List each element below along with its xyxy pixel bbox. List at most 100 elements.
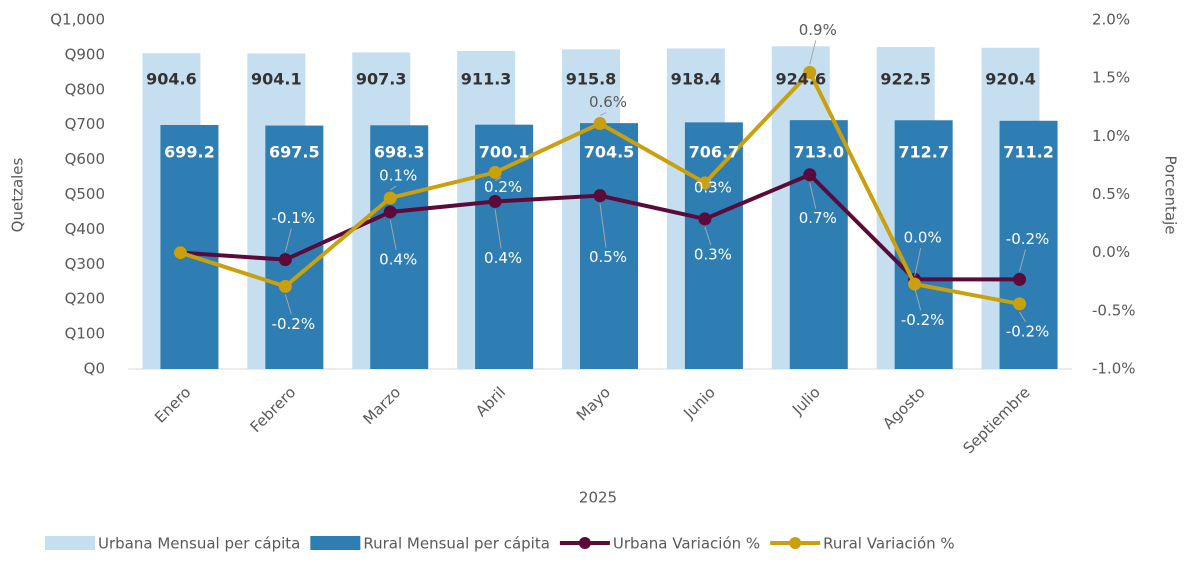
line-label: -0.2% (901, 311, 945, 329)
line-label: 0.5% (589, 248, 627, 266)
line-label: 0.4% (484, 249, 522, 267)
y-tick-label: Q100 (65, 325, 105, 343)
line-label: 0.2% (484, 178, 522, 196)
y2-tick-label: 1.0% (1092, 127, 1130, 145)
point (593, 189, 607, 203)
point (593, 117, 607, 131)
bar-label: 904.6 (146, 70, 197, 89)
y-tick-label: Q700 (65, 115, 105, 133)
bar-label: 699.2 (164, 143, 215, 162)
point (698, 176, 712, 190)
legend-swatch (789, 537, 802, 549)
line-label: 0.1% (379, 166, 417, 184)
bar (580, 123, 638, 369)
x-tick-label: Mayo (573, 383, 614, 424)
y-tick-label: Q200 (65, 290, 105, 308)
point (908, 277, 922, 291)
x-tick-label: Marzo (359, 383, 404, 428)
line-label: 0.7% (799, 209, 837, 227)
line-label: 0.6% (589, 93, 627, 111)
point (278, 253, 292, 267)
x-tick-label: Julio (788, 383, 824, 419)
bar-label: 920.4 (985, 70, 1036, 89)
legend-label: Urbana Mensual per cápita (98, 535, 300, 553)
leader-line (599, 112, 607, 116)
y2-axis-title: Porcentaje (1162, 156, 1180, 235)
x-tick-label: Abril (472, 383, 509, 420)
line-label: 0.3% (694, 178, 732, 196)
bar-label: 922.5 (880, 70, 931, 89)
leader-line (914, 287, 922, 311)
bar-label: 704.5 (584, 143, 635, 162)
y-tick-label: Q600 (65, 150, 105, 168)
bar-label: 924.6 (775, 70, 826, 89)
line-label: -0.2% (1006, 230, 1050, 248)
y-tick-label: Q400 (65, 220, 105, 238)
line-label: -0.2% (272, 315, 316, 333)
bar (160, 124, 219, 369)
leader-line (389, 185, 397, 191)
x-tick-label: Febrero (247, 383, 300, 436)
line-label: -0.2% (1006, 322, 1050, 340)
point (1013, 297, 1027, 311)
bar-label: 698.3 (374, 143, 425, 162)
bar-label: 918.4 (671, 70, 722, 89)
bar (684, 122, 743, 370)
bar-label: 697.5 (269, 143, 320, 162)
y-tick-label: Q0 (84, 360, 105, 378)
leader-line (914, 247, 922, 277)
y-axis-title: Quetzales (9, 157, 27, 232)
y-tick-label: Q900 (65, 45, 105, 63)
bar-label: 915.8 (566, 70, 617, 89)
leader-line (284, 294, 292, 315)
bar-label: 713.0 (793, 143, 844, 162)
point (278, 279, 292, 293)
leader-line (809, 182, 817, 209)
bar-label: 700.1 (479, 143, 530, 162)
bar (370, 125, 429, 369)
line-label: 0.3% (694, 245, 732, 263)
line-label: -0.1% (272, 209, 316, 227)
leader-line (704, 177, 712, 192)
bar-label: 907.3 (356, 70, 407, 89)
y2-tick-label: 2.0% (1092, 11, 1130, 29)
y2-tick-label: -1.0% (1092, 360, 1136, 378)
y-tick-label: Q300 (65, 255, 105, 273)
bar (475, 124, 534, 369)
bar (999, 120, 1058, 369)
point (173, 246, 187, 260)
leader-line (809, 40, 817, 65)
leader-line (1019, 249, 1027, 272)
leader-line (494, 176, 502, 181)
x-tick-label: Septiembre (959, 383, 1033, 457)
line-label: 0.0% (904, 229, 942, 247)
bar-label: 711.2 (1003, 143, 1054, 162)
y2-tick-label: 0.5% (1092, 185, 1130, 203)
legend-swatch (310, 536, 361, 550)
legend-swatch (45, 536, 95, 550)
legend-label: Urbana Variación % (613, 535, 760, 553)
bar (894, 120, 953, 369)
point (488, 165, 502, 179)
legend-label: Rural Mensual per cápita (363, 535, 550, 553)
point (1013, 272, 1027, 286)
bar-label: 712.7 (898, 143, 949, 162)
leader-line (704, 226, 712, 246)
line-label: 0.9% (799, 21, 837, 39)
x-tick-label: Junio (679, 383, 718, 422)
bar-label: 904.1 (251, 70, 302, 89)
x-tick-label: Agosto (879, 383, 928, 432)
legend-swatch (578, 537, 591, 549)
leader-line (494, 209, 502, 249)
line-label: 0.4% (379, 250, 417, 268)
bar-label: 706.7 (689, 143, 740, 162)
y-tick-label: Q500 (65, 185, 105, 203)
point (488, 194, 502, 208)
bar-label: 911.3 (461, 70, 512, 89)
leader-line (389, 219, 397, 251)
y-tick-label: Q1,000 (50, 11, 105, 29)
x-tick-label: Enero (151, 383, 194, 426)
point (698, 212, 712, 226)
x-axis-title: 2025 (579, 489, 617, 507)
